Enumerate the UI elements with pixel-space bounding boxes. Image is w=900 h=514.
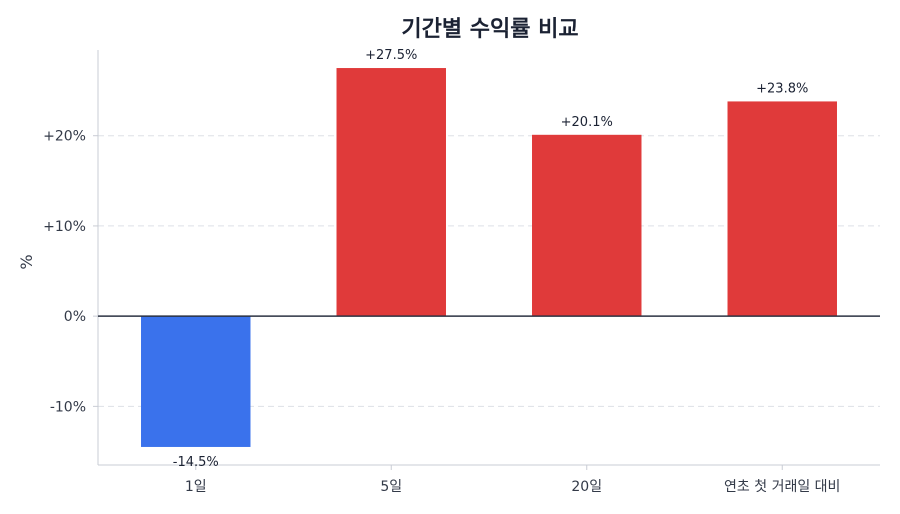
y-ticks: -10% 0% +10% +20%: [43, 129, 98, 415]
chart-title: 기간별 수익률 비교: [401, 17, 578, 42]
data-label: +20.1%: [561, 115, 613, 130]
x-tick-label: 5일: [380, 479, 402, 495]
y-tick-label: +10%: [43, 219, 86, 235]
x-tick-label: 20일: [571, 479, 602, 495]
y-tick-label: 0%: [64, 309, 86, 325]
bars: [141, 68, 837, 447]
y-axis-label: %: [17, 254, 36, 269]
bar: [336, 68, 446, 317]
axes: [97, 50, 880, 466]
bar: [141, 316, 251, 447]
bar: [727, 101, 837, 317]
y-tick-label: +20%: [43, 129, 86, 145]
y-tick-label: -10%: [50, 399, 86, 415]
x-tick-label: 1일: [185, 479, 207, 495]
data-labels: -14.5% +27.5% +20.1% +23.8%: [173, 48, 809, 470]
data-label: +23.8%: [756, 81, 808, 96]
bar: [532, 134, 642, 317]
x-ticks: 1일 5일 20일 연초 첫 거래일 대비: [185, 465, 840, 495]
data-label: +27.5%: [365, 48, 417, 63]
data-label: -14.5%: [173, 455, 219, 470]
x-tick-label: 연초 첫 거래일 대비: [724, 479, 840, 495]
